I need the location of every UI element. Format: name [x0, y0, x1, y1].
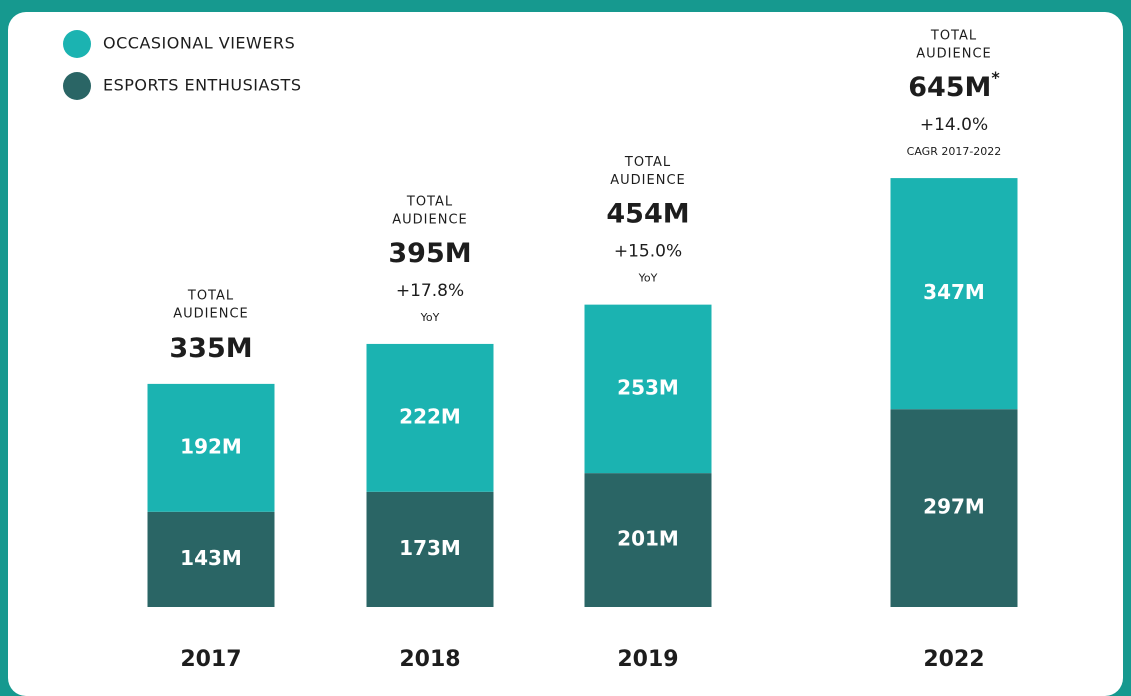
total-heading: TOTAL: [187, 288, 234, 303]
total-value: 454M: [606, 198, 689, 229]
total-heading: TOTAL: [930, 29, 977, 44]
segment-label: 192M: [180, 434, 242, 458]
total-value: 395M: [388, 237, 471, 268]
total-label: 645M*: [908, 68, 1000, 103]
x-tick-label: 2022: [923, 647, 984, 672]
total-heading: TOTAL: [624, 155, 671, 170]
legend-label: OCCASIONAL VIEWERS: [103, 34, 295, 53]
footnote-mark: *: [991, 68, 1000, 87]
segment-label: 222M: [399, 404, 461, 428]
total-label: 335M: [169, 332, 252, 363]
total-heading: AUDIENCE: [610, 173, 685, 188]
growth-note: CAGR 2017-2022: [907, 145, 1002, 158]
bar-segment: [147, 383, 275, 512]
bar-segment: [366, 343, 494, 492]
legend-swatch: [63, 72, 91, 100]
bar-segment: [366, 491, 494, 607]
growth-note: YoY: [420, 311, 440, 324]
total-value: 335M: [169, 332, 252, 363]
segment-label: 253M: [617, 375, 679, 399]
x-tick-label: 2018: [399, 647, 460, 672]
legend-swatch: [63, 30, 91, 58]
bar-segment: [584, 304, 712, 474]
x-tick-label: 2019: [617, 647, 678, 672]
total-label: 454M: [606, 198, 689, 229]
segment-label: 143M: [180, 546, 242, 570]
panel: [8, 12, 1123, 696]
x-tick-label: 2017: [180, 647, 241, 672]
growth-label: +14.0%: [920, 115, 988, 135]
total-heading: AUDIENCE: [392, 212, 467, 227]
total-value: 645M: [908, 72, 991, 103]
total-heading: TOTAL: [406, 194, 453, 209]
segment-label: 297M: [923, 495, 985, 519]
bar-segment: [147, 511, 275, 607]
total-label: 395M: [388, 237, 471, 268]
bar-segment: [584, 473, 712, 607]
segment-label: 201M: [617, 527, 679, 551]
segment-label: 173M: [399, 536, 461, 560]
bar-segment: [890, 178, 1018, 410]
segment-label: 347M: [923, 280, 985, 304]
growth-label: +15.0%: [614, 242, 682, 262]
bar-segment: [890, 409, 1018, 607]
growth-label: +17.8%: [396, 281, 464, 301]
total-heading: AUDIENCE: [173, 306, 248, 321]
total-heading: AUDIENCE: [916, 47, 991, 62]
legend-label: ESPORTS ENTHUSIASTS: [103, 76, 301, 95]
growth-note: YoY: [638, 272, 658, 285]
